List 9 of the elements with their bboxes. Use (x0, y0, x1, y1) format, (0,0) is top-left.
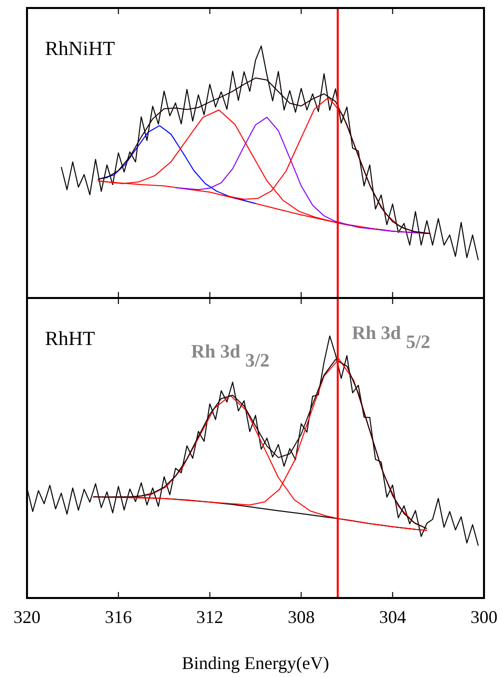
x-tick-label: 300 (470, 607, 498, 627)
x-tick-label: 316 (104, 607, 132, 627)
x-axis-title: Binding Energy(eV) (182, 653, 330, 673)
annotation: RhHT (45, 328, 95, 350)
annotation: RhNiHT (45, 38, 115, 60)
x-tick-label: 312 (196, 607, 224, 627)
x-tick-label: 320 (14, 607, 40, 627)
x-tick-label: 308 (288, 607, 315, 627)
x-tick-label: 304 (379, 607, 406, 627)
